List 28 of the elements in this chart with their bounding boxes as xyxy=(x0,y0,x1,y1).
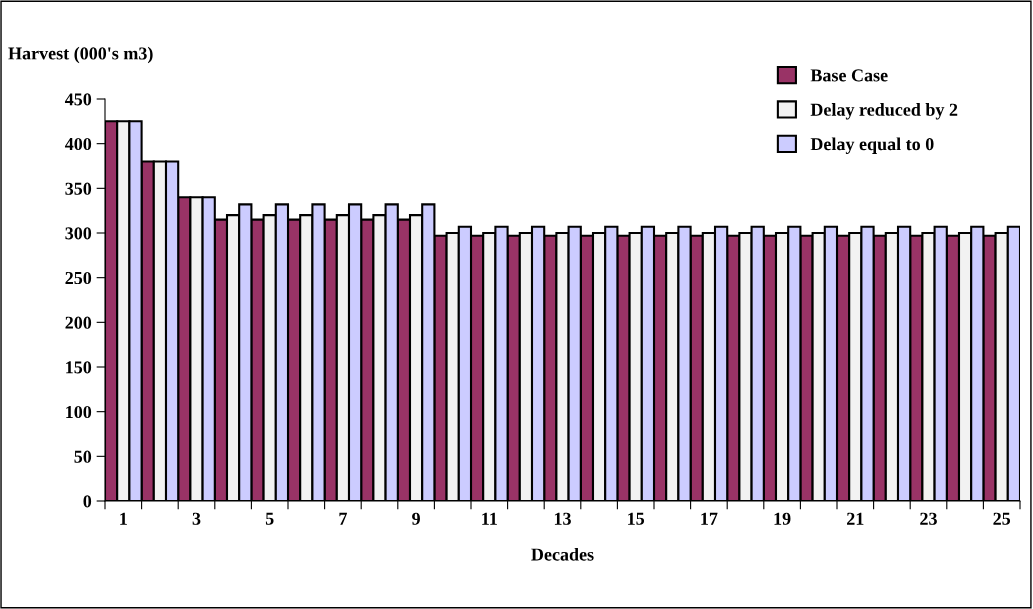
x-tick-label: 17 xyxy=(701,512,718,525)
x-axis-title: Decades xyxy=(531,547,594,561)
y-tick-label: 300 xyxy=(65,227,92,240)
y-tick-label: 50 xyxy=(74,450,92,463)
y-tick-label: 250 xyxy=(65,271,92,285)
x-tick-label: 23 xyxy=(920,512,937,525)
x-tick-label: 25 xyxy=(993,512,1011,525)
x-tick-label: 13 xyxy=(554,512,571,525)
x-tick-label: 9 xyxy=(412,512,420,525)
x-tick-label: 11 xyxy=(482,512,497,525)
x-tick-label: 7 xyxy=(339,512,347,525)
x-tick-label: 3 xyxy=(192,512,201,525)
y-tick-label: 450 xyxy=(64,93,92,106)
x-tick-label: 19 xyxy=(774,512,791,525)
legend-label: Delay reduced by 2 xyxy=(810,103,958,120)
y-tick-label: 200 xyxy=(65,316,92,329)
y-tick-label: 350 xyxy=(65,182,92,195)
x-tick-label: 5 xyxy=(265,512,274,525)
y-tick-label: 100 xyxy=(66,405,92,419)
x-tick-label: 21 xyxy=(847,512,864,525)
y-tick-label: 0 xyxy=(83,495,92,508)
legend-label: Delay equal to 0 xyxy=(810,137,934,154)
legend-label: Base Case xyxy=(810,69,888,82)
y-tick-label: 400 xyxy=(64,137,92,151)
x-tick-label: 15 xyxy=(628,512,645,525)
y-axis-title: Harvest (000's m3) xyxy=(8,46,153,64)
y-tick-label: 150 xyxy=(66,361,92,374)
x-tick-label: 1 xyxy=(120,512,127,525)
